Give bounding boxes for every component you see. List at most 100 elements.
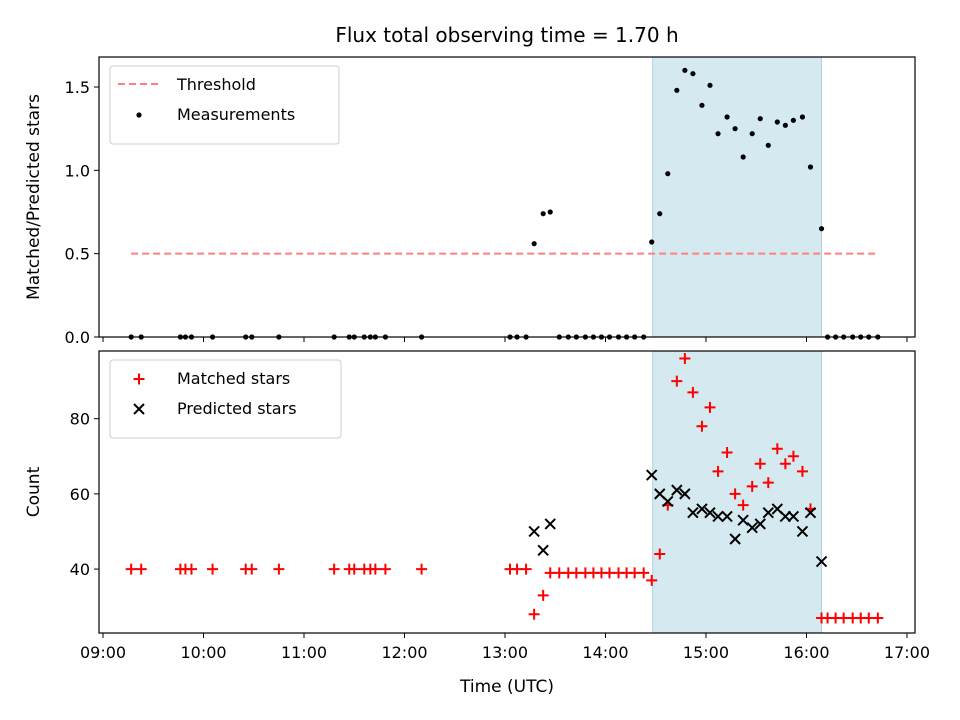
data-point [712,465,724,477]
legend: Threshold Measurements [109,65,340,145]
data-point [674,87,680,93]
data-point [696,503,708,515]
data-point [779,458,791,470]
data-point [704,506,716,519]
data-point [679,488,691,500]
data-point [762,477,774,489]
data-point [246,563,258,575]
y-tick-label: 1.0 [65,161,90,180]
legend-box [109,359,342,439]
data-point [682,67,688,73]
legend-label: Measurements [177,105,295,124]
data-point [690,71,696,77]
data-point [416,563,428,575]
data-point [528,525,540,538]
legend-swatch-predicted [133,403,145,415]
bottom-panel: 40 60 80 09:00 10:00 11:00 12:00 13:00 14:00 15:0… [24,350,930,662]
data-point [547,209,553,215]
x-tick-label: 17:00 [884,643,930,662]
x-tick-label: 10:00 [180,643,226,662]
x-tick-label: 09:00 [80,643,126,662]
data-point [815,555,828,568]
data-point [712,510,724,523]
data-point [721,447,733,459]
y-tick-label: 1.5 [65,78,90,97]
data-point [807,164,814,170]
legend-swatch-matched [133,373,145,385]
x-tick-label: 13:00 [482,643,528,662]
data-point [657,211,663,217]
data-point [787,450,799,462]
legend-label: Predicted stars [177,399,297,418]
data-point [379,563,391,575]
data-point [544,518,556,530]
data-point [671,484,683,496]
x-tick-label: 16:00 [783,643,829,662]
plot-frame [98,350,916,634]
data-point [746,480,758,492]
data-point [757,116,763,122]
data-point [665,171,671,177]
y-axis-label: Matched/Predicted stars [24,94,44,300]
plot-frame [98,56,916,338]
data-point [707,82,713,88]
data-point [746,522,758,534]
data-point [638,567,650,579]
data-point [699,102,705,108]
data-point [737,499,749,511]
data-point [679,353,691,365]
x-axis-label: Time (UTC) [459,677,554,697]
y-tick-label: 0.5 [65,245,90,264]
legend-swatch-measurements [136,112,142,118]
data-point [328,563,340,575]
observing-span [652,350,823,634]
legend-label: Matched stars [177,369,290,388]
data-point [790,117,797,123]
data-point [804,506,817,519]
data-point [740,154,746,160]
data-point [185,563,197,575]
y-tick-label: 60 [70,485,90,504]
x-tick-label: 14:00 [582,643,628,662]
data-point [649,239,655,245]
y-tick-label: 0.0 [65,328,90,347]
data-point [721,510,733,523]
data-point [654,548,666,560]
top-panel: 0.0 0.5 1.0 1.5 Matched/Predicted stars Thres… [24,56,916,347]
data-point [540,211,546,217]
data-point [762,506,774,519]
data-point [520,563,532,575]
data-point [662,495,674,508]
data-point [671,375,683,387]
x-tick-label: 15:00 [683,643,729,662]
data-point [737,514,749,526]
data-point [754,518,766,530]
data-point [818,226,825,232]
data-point [787,510,800,523]
x-tick-label: 11:00 [281,643,327,662]
data-point [771,443,783,455]
data-point [528,608,540,620]
data-point [125,563,137,575]
data-point [687,506,699,519]
data-point [729,533,741,545]
data-point [704,401,716,413]
y-tick-label: 40 [70,560,90,579]
data-point [537,589,549,601]
data-point [207,563,219,575]
data-point [687,386,699,398]
data-point [135,563,147,575]
data-point [348,563,360,575]
chart-title: Flux total observing time = 1.70 h [335,23,678,47]
legend-label: Threshold [176,75,256,94]
data-point [796,465,808,477]
data-point [754,458,766,470]
data-point [872,612,884,624]
data-point [765,142,771,148]
data-point [729,488,741,500]
data-point [537,544,549,556]
data-point [696,420,708,432]
data-point [749,131,755,137]
y-axis-label: Count [24,466,44,517]
